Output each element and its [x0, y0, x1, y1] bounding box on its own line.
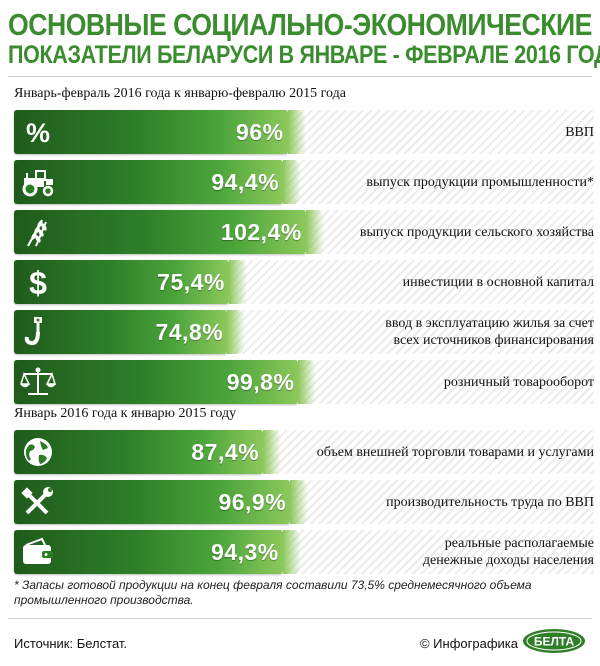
bar-category-label: объем внешней торговли товарами и услуга…	[294, 430, 594, 474]
bar-value-label: 99,8%	[226, 369, 295, 395]
bar	[14, 160, 302, 204]
bar-category-line: выпуск продукции промышленности*	[366, 174, 594, 190]
bar	[14, 110, 306, 154]
bar-category-line: выпуск продукции сельского хозяйства	[359, 224, 594, 240]
tools-icon	[20, 486, 56, 518]
bar-category-line: ВВП	[565, 124, 594, 140]
bar-category-label: реальные располагаемые денежные доходы на…	[294, 530, 594, 574]
bar-row: 99,8% розничный товарооборот	[14, 360, 594, 404]
bar-category-line: ввод в эксплуатацию жилья за счет	[385, 316, 594, 331]
wheat-icon	[20, 216, 56, 248]
crane-hook-icon	[20, 316, 56, 348]
footer-divider	[8, 618, 592, 619]
bar-value-label: 74,8%	[155, 319, 224, 345]
source-note: Источник: Белстат.	[14, 636, 128, 651]
bar-row: 87,4% объем внешней торговли товарами и у…	[14, 430, 594, 474]
bar	[14, 530, 301, 574]
credit-note: © Инфографика	[419, 636, 518, 651]
bar	[14, 210, 324, 254]
percent-icon: %	[20, 116, 56, 148]
bar-category-label: производительность труда по ВВП	[294, 480, 594, 524]
bar-value-label: 87,4%	[191, 439, 260, 465]
bar-row: 94,3% реальные располагаемые денежные дохо…	[14, 530, 594, 574]
section-heading: Январь-февраль 2016 года к январю-феврал…	[14, 86, 346, 101]
bar-row: 102,4% выпуск продукции сельского хозяйст…	[14, 210, 594, 254]
bar	[14, 430, 282, 474]
bar-row: 94,4% выпуск продукции промышленности*	[14, 160, 594, 204]
section-heading: Январь 2016 года к январю 2015 году	[14, 406, 237, 421]
bar-category-line: реальные располагаемые	[444, 536, 594, 551]
bar-value-label: 96%	[236, 119, 284, 145]
bar-category-line: объем внешней торговли товарами и услуга…	[316, 444, 594, 460]
page-title: ОСНОВНЫЕ СОЦИАЛЬНО-ЭКОНОМИЧЕСКИЕ ПОКАЗАТ…	[8, 7, 600, 69]
bar-category-label: выпуск продукции промышленности*	[294, 160, 594, 204]
wallet-icon	[20, 536, 56, 568]
belta-logo: БЕЛТА	[523, 629, 585, 653]
bar-value-label: 96,9%	[218, 489, 287, 515]
svg-text:$: $	[29, 266, 47, 298]
bar-category-line: инвестиции в основной капитал	[402, 274, 594, 290]
bar-category-label: ВВП	[294, 110, 594, 154]
svg-text:БЕЛТА: БЕЛТА	[534, 635, 575, 649]
bar-category-line: производительность труда по ВВП	[386, 494, 594, 510]
bar-value-label: 94,4%	[211, 169, 280, 195]
bar-row: 96,9% производительность труда по ВВП	[14, 480, 594, 524]
bar-category-label: выпуск продукции сельского хозяйства	[294, 210, 594, 254]
scales-icon	[19, 366, 57, 398]
bar-value-label: 102,4%	[220, 219, 302, 245]
bar-row: 74,8% ввод в эксплуатацию жилья за счет вс…	[14, 310, 594, 354]
bar-category-line: розничный товарооборот	[443, 374, 594, 390]
bar	[14, 310, 246, 354]
title-divider	[8, 76, 592, 77]
bar-category-label: ввод в эксплуатацию жилья за счет всех ис…	[294, 310, 594, 354]
bar-category-label: инвестиции в основной капитал	[294, 260, 594, 304]
bar-row: $75,4% инвестиции в основной капитал	[14, 260, 594, 304]
bar-category-label: розничный товарооборот	[294, 360, 594, 404]
title-line-2: ПОКАЗАТЕЛИ БЕЛАРУСИ В ЯНВАРЕ - ФЕВРАЛЕ 2…	[8, 41, 600, 69]
bar-value-label: 75,4%	[157, 269, 225, 295]
bar	[14, 260, 247, 304]
tractor-icon	[20, 166, 56, 198]
title-line-1: ОСНОВНЫЕ СОЦИАЛЬНО-ЭКОНОМИЧЕСКИЕ	[8, 7, 592, 42]
globe-icon	[20, 436, 56, 468]
svg-text:%: %	[26, 118, 50, 148]
bar-category-line: денежные доходы населения	[422, 553, 594, 568]
footnote: * Запасы готовой продукции на конец февр…	[14, 578, 532, 607]
dollar-icon: $	[20, 265, 56, 301]
bar	[14, 360, 317, 404]
bar	[14, 480, 309, 524]
bar-value-label: 94,3%	[211, 539, 279, 565]
bar-row: % 96% ВВП	[14, 110, 594, 154]
bar-category-line: всех источников финансирования	[393, 333, 594, 348]
